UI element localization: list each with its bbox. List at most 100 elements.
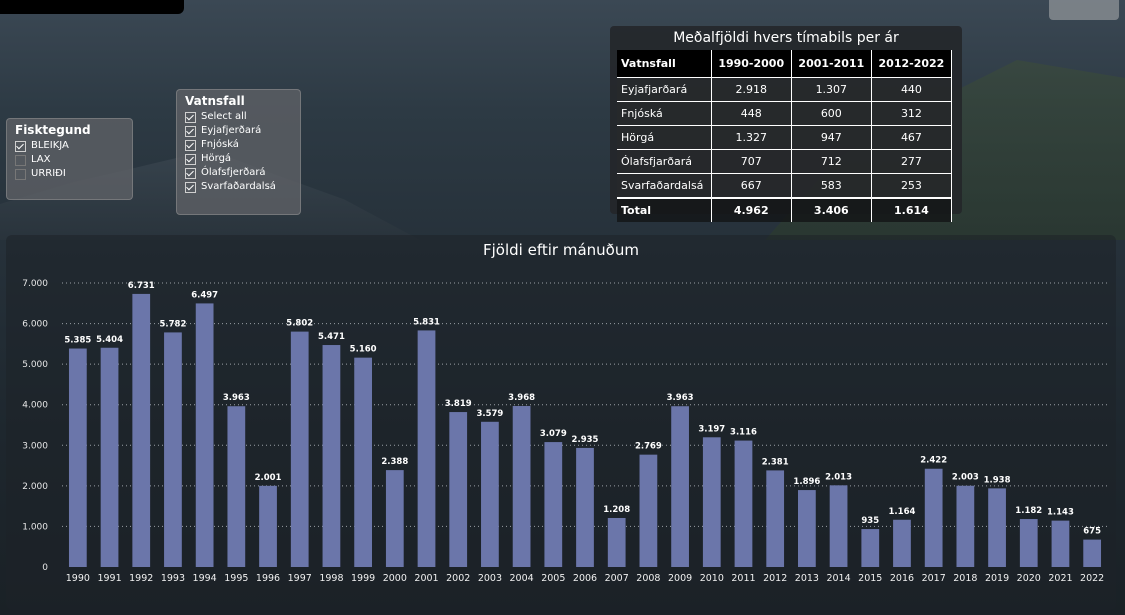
- slicer-item-label: Ólafsfjerðará: [201, 167, 266, 178]
- bar[interactable]: [544, 442, 563, 567]
- slicer-item[interactable]: Svarfaðardalsá: [185, 180, 300, 194]
- bar[interactable]: [259, 485, 277, 567]
- table-header-cell[interactable]: 2001-2011: [791, 50, 872, 78]
- bar[interactable]: [1019, 519, 1038, 567]
- top-right-button[interactable]: [1049, 0, 1119, 20]
- slicer-item[interactable]: URRIÐI: [15, 167, 132, 181]
- x-tick-label: 2008: [636, 573, 660, 584]
- bar[interactable]: [290, 331, 309, 567]
- table-header-cell[interactable]: 2012-2022: [871, 50, 953, 78]
- table-header-cell[interactable]: 1990-2000: [711, 50, 792, 78]
- bar[interactable]: [702, 437, 721, 567]
- bar[interactable]: [893, 519, 911, 567]
- bar[interactable]: [671, 406, 689, 567]
- data-label: 3.116: [730, 428, 757, 438]
- bar[interactable]: [132, 293, 151, 567]
- bar[interactable]: [164, 332, 182, 567]
- bar[interactable]: [385, 470, 404, 567]
- bar[interactable]: [100, 347, 119, 567]
- table-row: Eyjafjarðará 2.918 1.307 440: [617, 77, 953, 102]
- y-tick-label: 1.000: [22, 522, 48, 532]
- slicer-item[interactable]: Hörgá: [185, 152, 300, 166]
- data-label: 935: [861, 516, 879, 526]
- bar[interactable]: [861, 529, 880, 567]
- bar[interactable]: [1051, 520, 1070, 567]
- bar[interactable]: [766, 470, 785, 567]
- bar[interactable]: [512, 406, 531, 567]
- data-label: 2.381: [762, 457, 789, 467]
- bar[interactable]: [734, 440, 753, 567]
- bar[interactable]: [322, 345, 341, 567]
- bar[interactable]: [449, 412, 468, 567]
- checkbox[interactable]: [185, 153, 196, 165]
- table-header-cell[interactable]: Vatnsfall: [617, 50, 712, 78]
- checkbox[interactable]: [15, 154, 26, 166]
- y-tick-label: 5.000: [22, 360, 48, 370]
- bar[interactable]: [988, 488, 1006, 567]
- data-label: 3.968: [508, 393, 535, 403]
- slicer-list: BLEIKJA LAX URRIÐI: [7, 139, 132, 181]
- checkbox[interactable]: [185, 125, 196, 137]
- bar[interactable]: [354, 357, 372, 567]
- bar[interactable]: [956, 485, 975, 567]
- table-cell: 440: [871, 77, 953, 102]
- slicer-item-label: URRIÐI: [31, 168, 66, 179]
- bar[interactable]: [195, 303, 214, 567]
- slicer-item[interactable]: LAX: [15, 153, 132, 167]
- x-tick-label: 2013: [795, 573, 819, 584]
- x-tick-label: 2009: [668, 573, 692, 584]
- bar[interactable]: [924, 468, 943, 567]
- bar[interactable]: [481, 421, 499, 567]
- slicer-item-label: Fnjóská: [201, 139, 239, 150]
- x-tick-label: 2016: [890, 573, 914, 584]
- data-label: 2.013: [825, 472, 852, 482]
- x-tick-label: 2010: [700, 573, 724, 584]
- table-cell: Svarfaðardalsá: [617, 173, 712, 198]
- table-cell: 277: [871, 149, 953, 174]
- y-tick-label: 4.000: [22, 401, 48, 411]
- data-label: 1.938: [984, 475, 1011, 485]
- y-tick-label: 3.000: [22, 441, 48, 451]
- bar[interactable]: [829, 485, 848, 567]
- table-cell: Fnjóská: [617, 101, 712, 126]
- table-cell: 467: [871, 125, 953, 150]
- bar[interactable]: [1083, 539, 1102, 567]
- bar[interactable]: [68, 348, 87, 567]
- y-tick-label: 2.000: [22, 482, 48, 492]
- slicer-item[interactable]: Ólafsfjerðará: [185, 166, 300, 180]
- bar[interactable]: [227, 406, 246, 567]
- table-total-cell: 4.962: [711, 197, 792, 222]
- checkbox[interactable]: [185, 111, 196, 123]
- bar[interactable]: [639, 454, 658, 567]
- table-cell: 600: [791, 101, 872, 126]
- bar[interactable]: [417, 330, 436, 567]
- bar[interactable]: [798, 490, 816, 567]
- checkbox[interactable]: [185, 139, 196, 151]
- checkbox[interactable]: [185, 167, 196, 179]
- checkbox[interactable]: [185, 181, 196, 193]
- x-tick-label: 1995: [224, 573, 248, 584]
- table-cell: 712: [791, 149, 872, 174]
- x-tick-label: 2021: [1048, 573, 1072, 584]
- slicer-item[interactable]: Select all: [185, 110, 300, 124]
- x-tick-label: 2020: [1017, 573, 1041, 584]
- table-header-row: Vatnsfall 1990-2000 2001-2011 2012-2022: [617, 50, 953, 78]
- data-label: 2.935: [572, 435, 599, 445]
- checkbox[interactable]: [15, 140, 26, 152]
- slicer-item[interactable]: Eyjafjerðará: [185, 124, 300, 138]
- bar[interactable]: [607, 517, 626, 567]
- data-label: 2.001: [255, 473, 282, 483]
- x-tick-label: 2007: [605, 573, 629, 584]
- data-label: 3.963: [667, 393, 694, 403]
- slicer-item-label: LAX: [31, 154, 51, 165]
- table-cell: 2.918: [711, 77, 792, 102]
- table-cell: 1.307: [791, 77, 872, 102]
- checkbox[interactable]: [15, 168, 26, 180]
- data-label: 3.079: [540, 429, 567, 439]
- slicer-item[interactable]: Fnjóská: [185, 138, 300, 152]
- bar[interactable]: [576, 447, 594, 567]
- y-tick-label: 0: [42, 563, 48, 573]
- x-tick-label: 2005: [541, 573, 565, 584]
- average-table: Vatnsfall 1990-2000 2001-2011 2012-2022 Eyj…: [617, 50, 953, 222]
- slicer-item[interactable]: BLEIKJA: [15, 139, 132, 153]
